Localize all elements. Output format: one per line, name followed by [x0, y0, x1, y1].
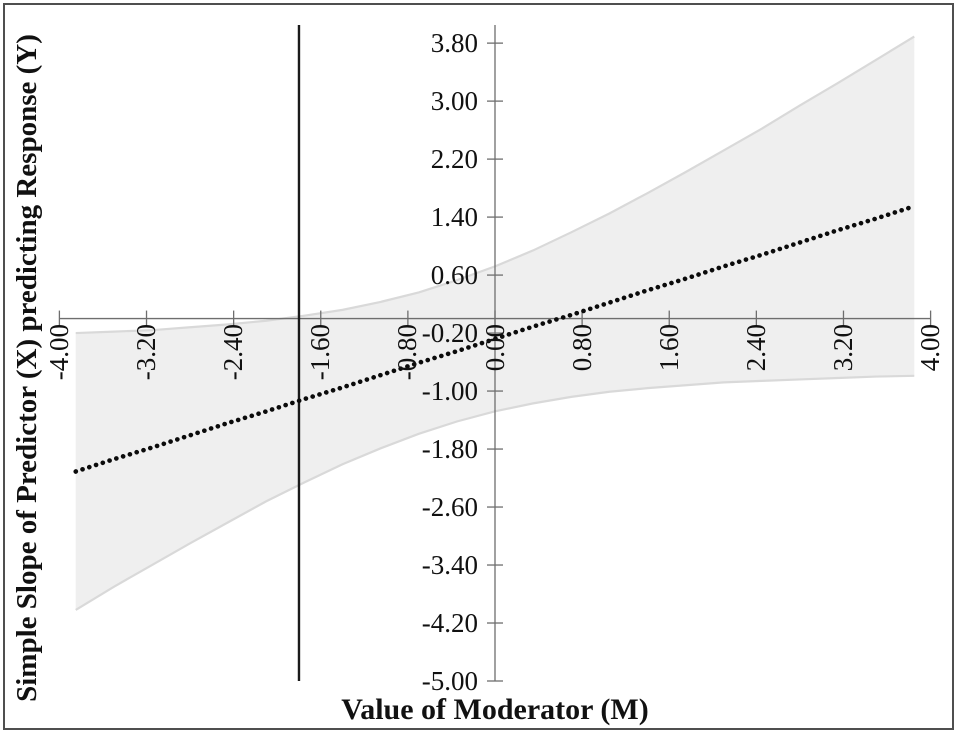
y-tick-label: -3.40 — [421, 550, 478, 581]
y-tick-label: -1.00 — [421, 376, 478, 407]
x-tick-label: 0.00 — [479, 324, 510, 372]
x-tick-label: -2.40 — [218, 324, 249, 381]
x-tick-label: -0.80 — [392, 324, 423, 381]
y-tick-label: 3.00 — [430, 86, 478, 117]
y-tick-label: -1.80 — [421, 434, 478, 465]
x-tick-label: 3.20 — [827, 324, 858, 372]
simple-slope-line — [73, 203, 917, 474]
x-tick-label: 1.60 — [653, 324, 684, 372]
y-tick-label: 0.60 — [430, 260, 478, 291]
y-tick-label: -5.00 — [421, 666, 478, 696]
x-tick-label: -4.00 — [43, 324, 74, 381]
y-tick-label: 2.20 — [430, 144, 478, 175]
y-tick-label: -0.20 — [421, 318, 478, 349]
x-tick-label: 2.40 — [740, 324, 771, 372]
y-tick-label: 1.40 — [430, 202, 478, 233]
y-tick-label: -2.60 — [421, 492, 478, 523]
y-axis-title: Simple Slope of Predictor (X) predicting… — [11, 34, 43, 702]
x-axis-title: Value of Moderator (M) — [341, 693, 649, 726]
x-tick-label: 4.00 — [915, 324, 946, 372]
x-tick-label: -1.60 — [305, 324, 336, 381]
x-tick-label: -3.20 — [131, 324, 162, 381]
y-tick-label: 3.80 — [430, 28, 478, 59]
y-tick-label: -4.20 — [421, 608, 478, 638]
x-tick-label: 0.80 — [566, 324, 597, 372]
